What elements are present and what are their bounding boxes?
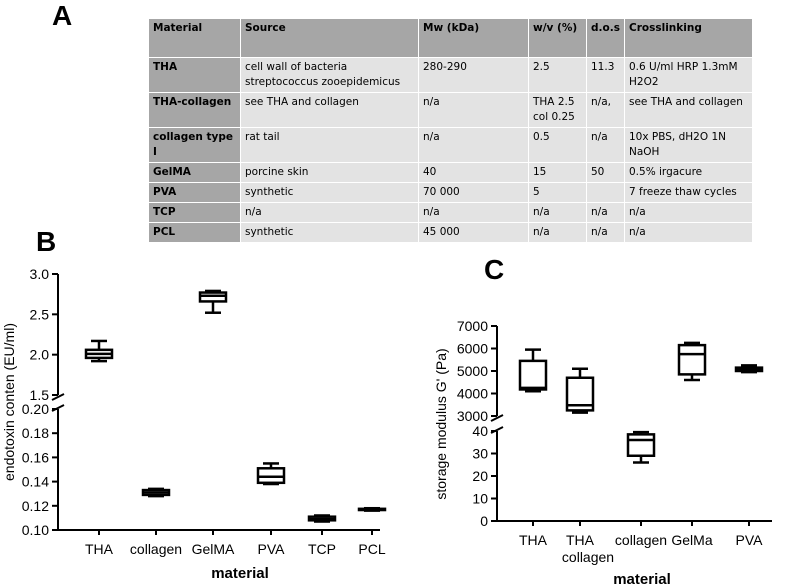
table-header-source: Source (240, 18, 419, 58)
axis-break-mark (51, 404, 65, 412)
table-cell-crosslinking: 0.6 U/ml HRP 1.3mM H2O2 (624, 57, 753, 93)
table-cell-crosslinking: 10x PBS, dH2O 1N NaOH (624, 127, 753, 163)
panel-label-c: C (484, 254, 505, 285)
panel-label-b: B (36, 226, 57, 257)
table-row: PCL synthetic 45 000 n/a n/a n/a (148, 222, 753, 243)
table-cell-crosslinking: n/a (624, 222, 753, 243)
table-cell-material: THA-collagen (148, 92, 241, 128)
table-cell-source: see THA and collagen (240, 92, 419, 128)
table-cell-dos: n/a (586, 222, 625, 243)
table-cell-mw: 45 000 (418, 222, 529, 243)
table-cell-source: synthetic (240, 222, 419, 243)
x-tick-label: THA (519, 532, 548, 548)
table-cell-crosslinking: see THA and collagen (624, 92, 753, 128)
table-cell-material: TCP (148, 202, 241, 223)
y-tick-label: 30 (472, 446, 488, 462)
x-tick-label: PCL (358, 541, 385, 557)
y-axis-label: endotoxin conten (EU/ml) (1, 323, 17, 481)
y-tick-label: 3.0 (30, 266, 50, 282)
table-cell-material: collagen type I (148, 127, 241, 163)
x-tick-label: PVA (258, 541, 286, 557)
y-tick-label: 20 (472, 468, 488, 484)
y-tick-label: 0.18 (22, 425, 49, 441)
box-iqr (677, 343, 707, 376)
y-tick-label: 1.5 (30, 387, 50, 403)
axis-break-mark (51, 393, 65, 401)
y-tick-label: 2.0 (30, 347, 50, 363)
materials-table: Material Source Mw (kDa) w/v (%) d.o.s Crossl… (148, 18, 753, 243)
y-tick-label: 2.5 (30, 306, 50, 322)
x-axis-label: material (211, 565, 269, 582)
table-row: THA cell wall of bacteria streptococcus z… (148, 57, 753, 93)
table-cell-wv: 2.5 (528, 57, 587, 93)
table-cell-dos: 50 (586, 162, 625, 183)
y-tick-label: 6000 (457, 341, 488, 357)
table-cell-crosslinking: 0.5% irgacure (624, 162, 753, 183)
table-cell-source: synthetic (240, 182, 419, 203)
panel-label-a: A (52, 0, 73, 31)
y-tick-label: 0.16 (22, 449, 49, 465)
table-cell-mw: 70 000 (418, 182, 529, 203)
axis-break-mark (490, 426, 504, 434)
table-header-row: Material Source Mw (kDa) w/v (%) d.o.s Crossl… (148, 18, 753, 58)
y-tick-label: 0.14 (22, 474, 49, 490)
y-tick-label: 40 (472, 423, 488, 439)
table-body: THA cell wall of bacteria streptococcus z… (148, 57, 753, 243)
y-tick-label: 0.20 (22, 401, 49, 417)
box-iqr (518, 359, 548, 391)
table-cell-mw: 40 (418, 162, 529, 183)
x-tick-label: collagen (615, 532, 667, 548)
table-cell-dos: 11.3 (586, 57, 625, 93)
table-cell-mw: 280-290 (418, 57, 529, 93)
table-row: PVA synthetic 70 000 5 7 freeze thaw cycles (148, 182, 753, 203)
y-axis-label: storage modulus G' (Pa) (433, 348, 449, 499)
table-row: THA-collagen see THA and collagen n/a THA 2… (148, 92, 753, 128)
x-tick-label: GelMa (671, 532, 712, 548)
table-cell-material: THA (148, 57, 241, 93)
x-tick-label: GelMA (192, 541, 235, 557)
y-tick-label: 0.10 (22, 522, 49, 538)
x-tick-label: TCP (308, 541, 336, 557)
y-tick-label: 7000 (457, 318, 488, 334)
box-iqr (626, 433, 656, 457)
x-tick-label: THA (85, 541, 114, 557)
y-tick-label: 4000 (457, 386, 488, 402)
axis-break-mark (490, 414, 504, 422)
y-tick-label: 3000 (457, 408, 488, 424)
table-cell-source: porcine skin (240, 162, 419, 183)
x-axis-label: material (613, 571, 671, 588)
table-header-wv: w/v (%) (528, 18, 587, 58)
table-cell-mw: n/a (418, 92, 529, 128)
table-header-dos: d.o.s (586, 18, 625, 58)
table-cell-source: cell wall of bacteria streptococcus zooe… (240, 57, 419, 93)
table-cell-material: PCL (148, 222, 241, 243)
table-row: GelMA porcine skin 40 15 50 0.5% irgacure (148, 162, 753, 183)
x-tick-label: collagen (130, 541, 182, 557)
table-cell-dos: n/a (586, 127, 625, 163)
table-header-mw: Mw (kDa) (418, 18, 529, 58)
x-tick-label: THA collagen (562, 532, 614, 565)
x-tick-label: PVA (736, 532, 764, 548)
table-cell-crosslinking: 7 freeze thaw cycles (624, 182, 753, 203)
materials-table-container: Material Source Mw (kDa) w/v (%) d.o.s Crossl… (148, 18, 753, 243)
y-tick-label: 0 (480, 513, 488, 529)
table-cell-wv: n/a (528, 222, 587, 243)
table-cell-source: rat tail (240, 127, 419, 163)
y-tick-label: 5000 (457, 363, 488, 379)
table-row: TCP n/a n/a n/a n/a n/a (148, 202, 753, 223)
y-tick-label: 0.12 (22, 498, 49, 514)
table-cell-source: n/a (240, 202, 419, 223)
y-tick-label: 10 (472, 491, 488, 507)
